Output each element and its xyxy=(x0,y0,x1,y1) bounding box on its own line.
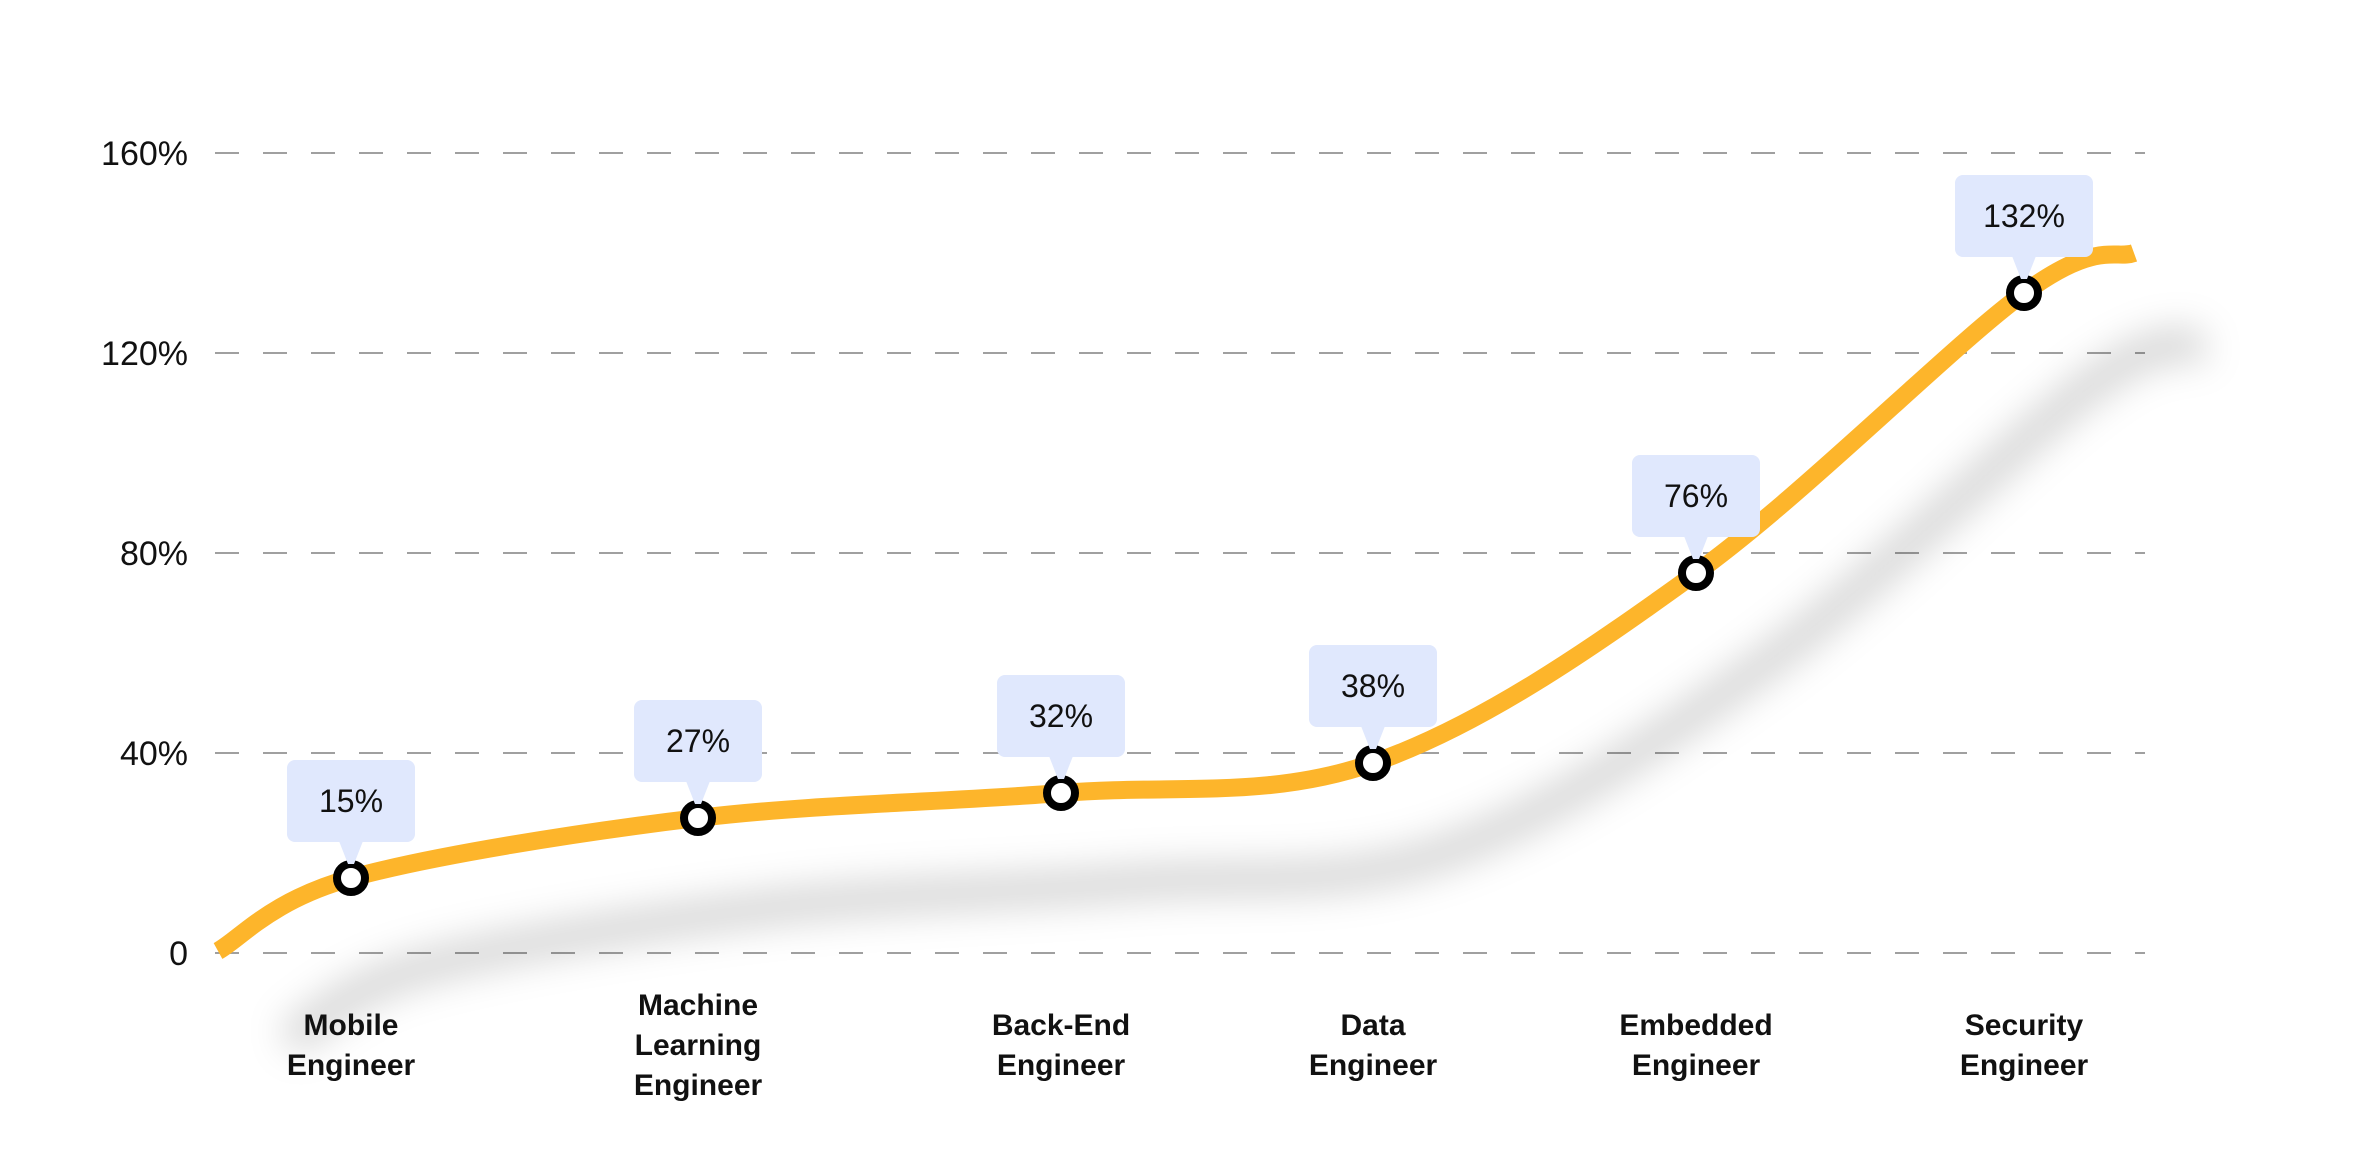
data-label-text: 15% xyxy=(319,783,383,819)
data-label-text: 76% xyxy=(1664,478,1728,514)
x-category-label: Machine Learning Engineer xyxy=(634,989,763,1102)
data-label-pointer xyxy=(1361,726,1385,749)
gridlines xyxy=(215,152,2145,954)
x-category-label: Data Engineer xyxy=(1309,1009,1438,1082)
data-label-box xyxy=(1632,455,1760,537)
series-line-path xyxy=(213,244,2138,959)
data-label-text: 27% xyxy=(666,723,730,759)
data-point-marker xyxy=(1678,555,1714,591)
x-category-label-line: Mobile xyxy=(304,1009,399,1042)
data-label-box xyxy=(287,760,415,842)
x-category-label-line: Data xyxy=(1340,1009,1405,1042)
x-category-label: Embedded Engineer xyxy=(1619,1009,1772,1082)
x-category-label-line: Engineer xyxy=(1309,1049,1438,1082)
x-category-label-line: Back-End xyxy=(992,1009,1130,1042)
data-label-box xyxy=(1309,645,1437,727)
x-category-label-line: Engineer xyxy=(997,1049,1126,1082)
x-category-label-line: Machine xyxy=(638,989,758,1022)
y-axis: 0 40% 80% 120% 160% xyxy=(101,135,188,973)
data-label-text: 38% xyxy=(1341,668,1405,704)
data-label-pointer xyxy=(1049,756,1073,779)
x-category-label: Mobile Engineer xyxy=(287,1009,416,1082)
y-tick-label: 0 xyxy=(169,935,188,973)
x-category-label: Back-End Engineer xyxy=(992,1009,1130,1082)
y-tick-label: 120% xyxy=(101,335,188,373)
x-category-label-line: Learning xyxy=(635,1029,762,1062)
x-category-label-line: Embedded xyxy=(1619,1009,1772,1042)
data-label: 27% xyxy=(634,700,762,804)
y-tick-label: 40% xyxy=(120,735,188,773)
data-label-box xyxy=(1955,175,2093,257)
data-point-marker xyxy=(1355,745,1391,781)
line-shadow xyxy=(279,326,2210,1056)
data-label-pointer xyxy=(2012,256,2036,279)
data-label-pointer xyxy=(1684,536,1708,559)
y-tick-label: 160% xyxy=(101,135,188,173)
data-point-marker xyxy=(333,860,369,896)
data-point-marker xyxy=(680,800,716,836)
data-label-text: 32% xyxy=(1029,698,1093,734)
data-point-marker xyxy=(1043,775,1079,811)
data-label: 38% xyxy=(1309,645,1437,749)
data-label: 76% xyxy=(1632,455,1760,559)
data-label-pointer xyxy=(686,781,710,804)
x-category-label-line: Security xyxy=(1965,1009,2084,1042)
data-label-box xyxy=(634,700,762,782)
data-label-text: 132% xyxy=(1983,198,2065,234)
x-category-label-line: Engineer xyxy=(634,1069,763,1102)
data-label: 132% xyxy=(1955,175,2093,279)
data-label: 15% xyxy=(287,760,415,864)
data-point-marker xyxy=(2006,275,2042,311)
x-category-label-line: Engineer xyxy=(287,1049,416,1082)
data-label: 32% xyxy=(997,675,1125,779)
data-labels: 15% 27% 32% 38% 76% 132% xyxy=(287,175,2093,864)
x-category-label-line: Engineer xyxy=(1960,1049,2089,1082)
x-category-label-line: Engineer xyxy=(1632,1049,1761,1082)
data-label-box xyxy=(997,675,1125,757)
y-tick-label: 80% xyxy=(120,535,188,573)
line-shadow-path xyxy=(279,326,2210,1056)
data-label-pointer xyxy=(339,841,363,864)
x-category-label: Security Engineer xyxy=(1960,1009,2089,1082)
